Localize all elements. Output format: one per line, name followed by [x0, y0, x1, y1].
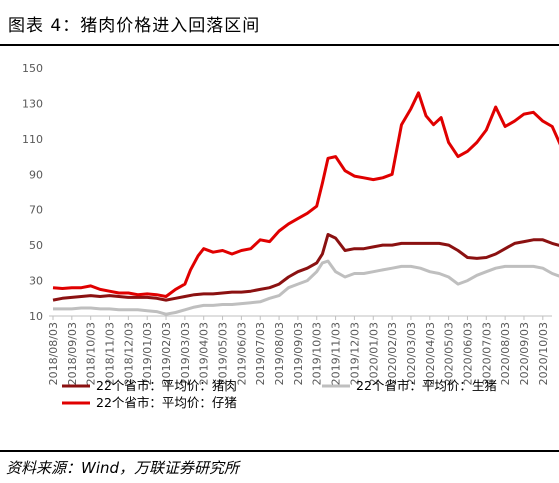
x-tick-label: 2018/10/03: [85, 322, 98, 385]
x-tick-label: 2019/05/03: [217, 322, 230, 385]
legend-label-1: 22个省市：平均价：生猪: [356, 378, 497, 393]
y-tick-label: 110: [22, 133, 43, 146]
x-tick-label: 2018/09/03: [66, 322, 79, 385]
x-tick-label: 2019/02/03: [160, 322, 173, 385]
y-tick-label: 130: [22, 97, 43, 110]
y-tick-label: 50: [29, 239, 43, 252]
x-tick-label: 2019/03/03: [179, 322, 192, 385]
x-tick-label: 2019/11/03: [330, 322, 343, 385]
y-tick-label: 30: [29, 275, 43, 288]
legend-label-2: 22个省市：平均价：仔猪: [96, 395, 237, 410]
x-tick-label: 2019/08/03: [273, 322, 286, 385]
x-tick-label: 2019/07/03: [254, 322, 267, 385]
x-tick-label: 2018/08/03: [47, 322, 60, 385]
chart-series: [52, 91, 559, 316]
source-note: 资料来源：Wind，万联证券研究所: [6, 459, 240, 477]
y-tick-label: 90: [29, 168, 43, 181]
x-tick-label: 2020/09/03: [518, 322, 531, 385]
x-tick-label: 2020/02/03: [386, 322, 399, 385]
x-tick-label: 2020/08/03: [499, 322, 512, 385]
x-tick-label: 2018/12/03: [122, 322, 135, 385]
chart-title: 图表 4：猪肉价格进入回落区间: [8, 16, 261, 36]
source-bar: 资料来源：Wind，万联证券研究所: [0, 450, 559, 483]
x-tick-label: 2020/05/03: [443, 322, 456, 385]
x-tick-label: 2020/03/03: [405, 322, 418, 385]
series-line-2: [52, 91, 559, 298]
y-tick-label: 70: [29, 204, 43, 217]
x-tick-label: 2019/09/03: [292, 322, 305, 385]
x-tick-label: 2019/06/03: [235, 322, 248, 385]
chart-legend: 22个省市：平均价：猪肉 22个省市：平均价：生猪 22个省市：平均价：仔猪: [62, 378, 497, 410]
series-line-1: [53, 259, 559, 316]
chart-axes: 10 30 50 70 90 110 130 150 2018/08/03 2018/09/03 2…: [22, 62, 552, 385]
x-tick-label: 2019/10/03: [311, 322, 324, 385]
x-tick-label: 2019/01/03: [141, 322, 154, 385]
title-bar: 图表 4：猪肉价格进入回落区间: [0, 0, 559, 46]
x-tick-label: 2020/06/03: [461, 322, 474, 385]
legend-label-0: 22个省市：平均价：猪肉: [96, 378, 237, 393]
x-tick-label: 2019/04/03: [198, 322, 211, 385]
x-tick-label: 2020/01/03: [367, 322, 380, 385]
x-tick-label: 2020/07/03: [480, 322, 493, 385]
y-tick-label: 150: [22, 62, 43, 75]
x-tick-label: 2018/11/03: [104, 322, 117, 385]
x-tick-label: 2020/04/03: [424, 322, 437, 385]
x-tick-label: 2019/12/03: [348, 322, 361, 385]
y-tick-label: 10: [29, 310, 43, 323]
series-line-0: [52, 233, 559, 302]
x-tick-label: 2020/10/03: [537, 322, 550, 385]
